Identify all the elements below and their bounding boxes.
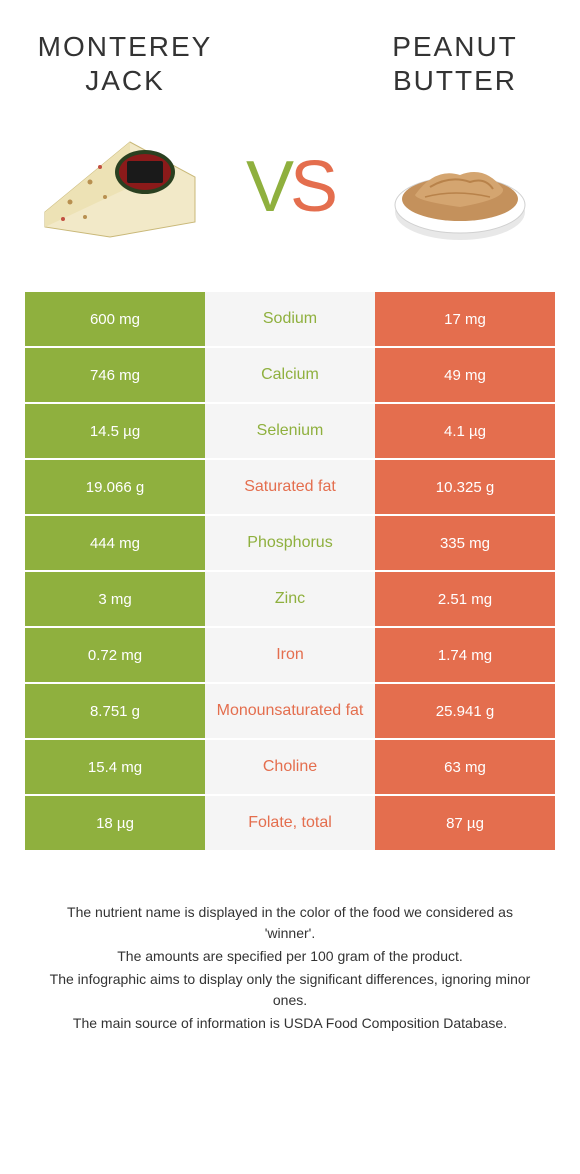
table-row: 19.066 gSaturated fat10.325 g	[25, 460, 555, 516]
footer-line4: The main source of information is USDA F…	[40, 1013, 540, 1034]
nutrient-label: Saturated fat	[205, 460, 375, 514]
nutrient-label: Zinc	[205, 572, 375, 626]
title-right: Peanut Butter	[355, 30, 555, 97]
title-left: Monterey Jack	[25, 30, 225, 97]
nutrient-label: Selenium	[205, 404, 375, 458]
right-value: 49 mg	[375, 348, 555, 402]
left-value: 15.4 mg	[25, 740, 205, 794]
nutrient-label: Calcium	[205, 348, 375, 402]
right-value: 63 mg	[375, 740, 555, 794]
title-left-line1: Monterey	[38, 31, 213, 62]
title-left-line2: Jack	[85, 65, 165, 96]
table-row: 746 mgCalcium49 mg	[25, 348, 555, 404]
footer-line2: The amounts are specified per 100 gram o…	[40, 946, 540, 967]
left-value: 18 µg	[25, 796, 205, 850]
nutrient-label: Folate, total	[205, 796, 375, 850]
left-value: 8.751 g	[25, 684, 205, 738]
table-row: 0.72 mgIron1.74 mg	[25, 628, 555, 684]
table-row: 15.4 mgCholine63 mg	[25, 740, 555, 796]
table-row: 18 µgFolate, total87 µg	[25, 796, 555, 852]
title-right-line1: Peanut	[392, 31, 518, 62]
right-value: 2.51 mg	[375, 572, 555, 626]
left-value: 14.5 µg	[25, 404, 205, 458]
footer-line3: The infographic aims to display only the…	[40, 969, 540, 1011]
table-row: 14.5 µgSelenium4.1 µg	[25, 404, 555, 460]
right-value: 4.1 µg	[375, 404, 555, 458]
header-titles: Monterey Jack Peanut Butter	[25, 30, 555, 97]
left-value: 3 mg	[25, 572, 205, 626]
infographic-container: Monterey Jack Peanut Butter	[0, 0, 580, 1056]
table-row: 8.751 gMonounsaturated fat25.941 g	[25, 684, 555, 740]
right-value: 1.74 mg	[375, 628, 555, 682]
vs-s: S	[290, 147, 334, 227]
footer-line1: The nutrient name is displayed in the co…	[40, 902, 540, 944]
title-right-line2: Butter	[393, 65, 517, 96]
left-value: 19.066 g	[25, 460, 205, 514]
right-value: 17 mg	[375, 292, 555, 346]
vs-label: VS	[246, 146, 334, 228]
nutrient-label: Sodium	[205, 292, 375, 346]
nutrient-label: Iron	[205, 628, 375, 682]
comparison-table: 600 mgSodium17 mg746 mgCalcium49 mg14.5 …	[25, 292, 555, 852]
nutrient-label: Choline	[205, 740, 375, 794]
vs-v: V	[246, 147, 290, 227]
table-row: 3 mgZinc2.51 mg	[25, 572, 555, 628]
left-value: 0.72 mg	[25, 628, 205, 682]
left-value: 746 mg	[25, 348, 205, 402]
right-value: 25.941 g	[375, 684, 555, 738]
right-value: 335 mg	[375, 516, 555, 570]
footer-notes: The nutrient name is displayed in the co…	[25, 902, 555, 1034]
left-value: 600 mg	[25, 292, 205, 346]
images-row: VS	[25, 122, 555, 252]
table-row: 444 mgPhosphorus335 mg	[25, 516, 555, 572]
nutrient-label: Monounsaturated fat	[205, 684, 375, 738]
peanut-butter-image	[375, 122, 545, 252]
nutrient-label: Phosphorus	[205, 516, 375, 570]
right-value: 87 µg	[375, 796, 555, 850]
monterey-jack-image	[35, 122, 205, 252]
left-value: 444 mg	[25, 516, 205, 570]
table-row: 600 mgSodium17 mg	[25, 292, 555, 348]
right-value: 10.325 g	[375, 460, 555, 514]
